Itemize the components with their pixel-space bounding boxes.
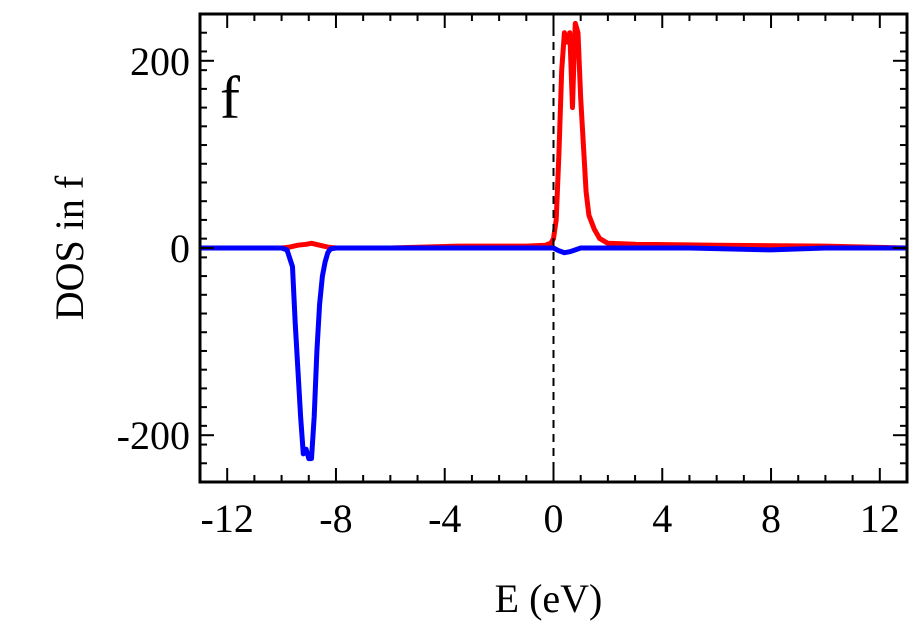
y-axis-title: DOS in f <box>47 175 92 320</box>
x-tick-label: -12 <box>201 496 254 541</box>
x-tick-label: -8 <box>319 496 352 541</box>
series-layer <box>200 20 907 462</box>
y-tick-label: -200 <box>117 413 190 458</box>
y-tick-label: 200 <box>130 39 190 84</box>
series-line-1 <box>200 245 907 462</box>
x-tick-label: 4 <box>652 496 672 541</box>
x-tick-label: 8 <box>761 496 781 541</box>
y-tick-label: 0 <box>170 226 190 271</box>
panel-label: f <box>220 65 240 131</box>
labels-layer: -12 -8 -4 0 4 8 12 -200 0 200 E (eV) DOS in f f <box>47 39 900 621</box>
x-tick-label: -4 <box>428 496 461 541</box>
series-line-0 <box>200 20 907 251</box>
x-axis-title: E (eV) <box>495 576 603 621</box>
x-tick-label: 12 <box>860 496 900 541</box>
axes-layer <box>198 12 909 484</box>
x-tick-label: 0 <box>544 496 564 541</box>
